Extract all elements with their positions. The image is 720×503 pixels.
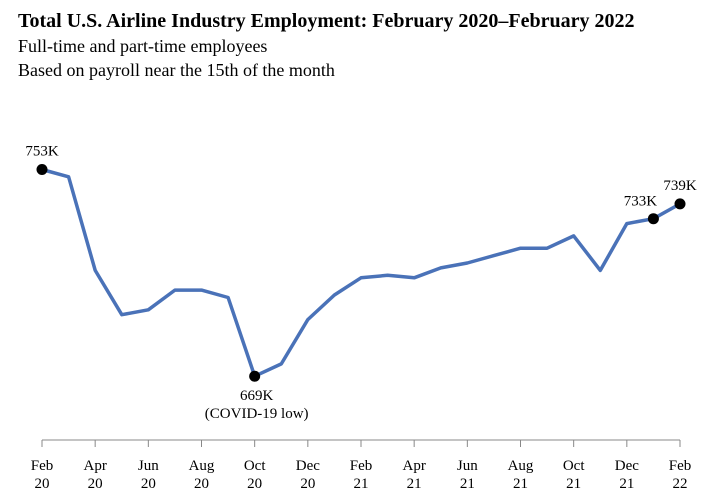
x-tick-label-year: 20 xyxy=(88,476,103,492)
data-label: 753K xyxy=(25,143,59,159)
x-tick-label-year: 20 xyxy=(247,476,262,492)
series-line xyxy=(40,167,682,378)
x-tick-label-month: Jun xyxy=(457,458,478,474)
chart-header: Total U.S. Airline Industry Employment: … xyxy=(18,8,635,82)
x-tick-label-month: Apr xyxy=(84,458,107,474)
chart-title: Total U.S. Airline Industry Employment: … xyxy=(18,10,635,32)
x-tick-label-year: 20 xyxy=(300,476,315,492)
x-tick-label-year: 20 xyxy=(35,476,50,492)
data-point-marker xyxy=(674,198,686,210)
x-tick-label-month: Feb xyxy=(669,458,692,474)
x-tick-label-month: Oct xyxy=(244,458,266,474)
x-tick-label-month: Oct xyxy=(563,458,585,474)
x-tick-label-month: Dec xyxy=(615,458,639,474)
x-tick-label-year: 21 xyxy=(460,476,475,492)
x-tick-label-year: 21 xyxy=(354,476,369,492)
data-point-marker xyxy=(36,163,48,175)
x-tick-label-year: 20 xyxy=(141,476,156,492)
x-tick-label-month: Apr xyxy=(403,458,426,474)
data-point-marker xyxy=(647,213,659,225)
x-tick-label-month: Feb xyxy=(350,458,373,474)
x-tick-label-year: 21 xyxy=(513,476,528,492)
x-tick-label-year: 21 xyxy=(407,476,422,492)
x-tick-label-year: 20 xyxy=(194,476,209,492)
data-label: 733K xyxy=(624,194,658,210)
chart-subtitle-2: Based on payroll near the 15th of the mo… xyxy=(18,60,335,80)
data-label: 669K xyxy=(240,388,274,404)
x-tick-label-month: Dec xyxy=(296,458,320,474)
x-tick-label-month: Aug xyxy=(189,458,215,474)
data-label: 739K xyxy=(663,178,697,194)
data-label-note: (COVID-19 low) xyxy=(205,406,309,422)
chart-subtitle-1: Full-time and part-time employees xyxy=(18,36,268,56)
x-tick-label-month: Jun xyxy=(138,458,159,474)
x-tick-label-year: 22 xyxy=(673,476,688,492)
x-tick-label-year: 21 xyxy=(566,476,581,492)
data-point-marker xyxy=(249,370,261,382)
x-tick-label-month: Aug xyxy=(508,458,534,474)
x-tick-label-year: 21 xyxy=(619,476,634,492)
x-tick-label-month: Feb xyxy=(31,458,54,474)
